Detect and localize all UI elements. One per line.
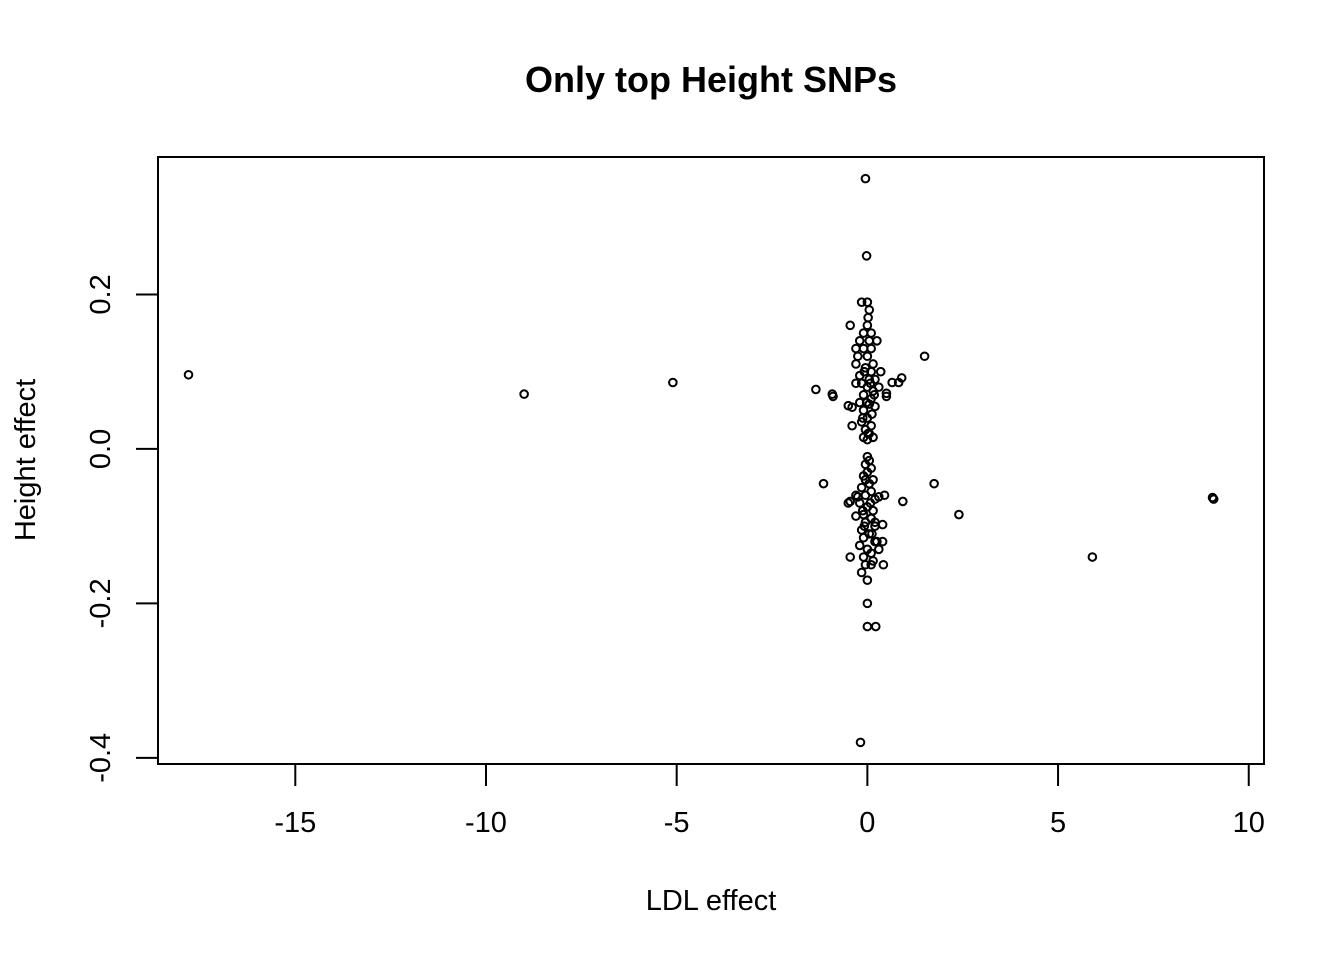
data-point (843, 498, 854, 508)
x-axis-label: LDL effect (646, 885, 777, 917)
data-point (866, 328, 876, 338)
data-point (851, 343, 861, 354)
data-point (1087, 552, 1098, 562)
data-point (862, 621, 873, 632)
x-tick-label: 0 (859, 807, 875, 839)
data-point (845, 496, 856, 507)
data-point (818, 478, 829, 489)
chart-title: Only top Height SNPs (525, 59, 897, 100)
data-point (855, 737, 866, 748)
data-point (853, 351, 863, 362)
data-point (875, 366, 886, 377)
data-point (851, 511, 861, 521)
plot-frame (157, 156, 1265, 765)
data-point (1208, 494, 1219, 504)
data-point (865, 378, 876, 389)
data-point (868, 505, 878, 516)
data-point (860, 475, 871, 485)
y-tick-label: -0.2 (85, 578, 117, 628)
data-point (862, 598, 873, 609)
data-point (859, 366, 870, 377)
data-point (856, 482, 867, 493)
data-point (845, 320, 856, 331)
data-point (861, 397, 872, 408)
data-point (847, 420, 857, 431)
data-point (870, 536, 880, 547)
data-point (881, 391, 892, 402)
data-point (881, 388, 892, 399)
data-point (811, 384, 821, 395)
x-tick-label: -5 (664, 807, 690, 839)
data-point (870, 521, 880, 531)
data-point (856, 297, 867, 307)
data-point (874, 491, 884, 502)
y-tick-label: -0.4 (85, 733, 117, 783)
data-point (870, 401, 880, 412)
data-point (858, 532, 869, 543)
data-point (858, 552, 869, 562)
data-point (863, 312, 873, 323)
data-point (860, 490, 871, 501)
data-point (858, 390, 869, 400)
data-point (865, 498, 876, 508)
x-axis: -15 -10 -5 0 5 10 (274, 763, 1265, 839)
data-point (870, 621, 881, 632)
data-point (858, 343, 869, 354)
y-axis: -0.4 -0.2 0.0 0.2 (85, 274, 159, 783)
x-tick-label: -15 (274, 807, 316, 839)
data-point (854, 540, 865, 551)
data-point (868, 359, 878, 369)
data-point (854, 335, 865, 346)
data-point (919, 351, 930, 362)
data-point (668, 377, 678, 388)
data-point (860, 559, 871, 570)
data-point (887, 377, 897, 388)
data-point (864, 335, 875, 346)
data-point (879, 490, 890, 501)
data-point (929, 478, 939, 489)
data-point (858, 405, 869, 416)
data-point (878, 559, 889, 570)
x-tick-label: 5 (1050, 807, 1066, 839)
data-point (874, 544, 884, 555)
data-point (183, 369, 194, 380)
data-point (861, 251, 872, 261)
data-point (862, 320, 873, 331)
data-point (856, 567, 867, 578)
data-point (869, 390, 880, 400)
data-point (862, 351, 873, 362)
data-point (898, 496, 908, 507)
data-point (877, 519, 888, 530)
data-point (866, 343, 876, 354)
data-points (183, 173, 1219, 748)
y-tick-label: 0.2 (85, 274, 117, 314)
data-point (863, 428, 873, 439)
data-point (954, 509, 964, 520)
data-point (857, 505, 868, 516)
y-axis-label: Height effect (10, 379, 42, 541)
data-point (828, 391, 838, 402)
data-point (864, 305, 875, 315)
data-point (872, 335, 882, 346)
data-point (866, 559, 876, 570)
x-tick-label: 10 (1233, 807, 1265, 839)
data-point (858, 328, 869, 338)
data-point (859, 521, 870, 531)
data-point (857, 413, 868, 423)
data-point (860, 173, 871, 184)
data-point (853, 491, 863, 502)
data-point (862, 575, 873, 586)
data-point (893, 377, 904, 388)
data-point (851, 490, 861, 501)
data-point (845, 552, 856, 562)
x-tick-label: -10 (465, 807, 507, 839)
data-point (847, 402, 857, 413)
data-point (851, 359, 861, 369)
data-point (867, 529, 877, 539)
y-tick-label: 0.0 (85, 429, 117, 469)
data-point (519, 389, 529, 399)
data-point (851, 378, 861, 389)
